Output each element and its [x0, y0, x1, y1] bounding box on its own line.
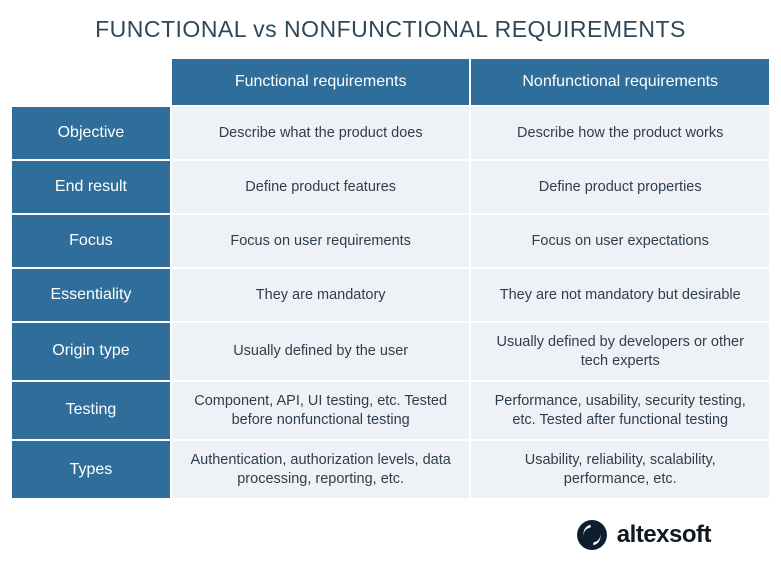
altexsoft-logo-text: altexsoft	[617, 521, 711, 549]
table-row-testing: Testing Component, API, UI testing, etc.…	[11, 381, 770, 440]
cell-origin-type-nonfunctional: Usually defined by developers or other t…	[470, 322, 770, 381]
table-row-essentiality: Essentiality They are mandatory They are…	[11, 268, 770, 322]
row-label-end-result: End result	[11, 160, 171, 214]
cell-focus-functional: Focus on user requirements	[171, 214, 471, 268]
cell-testing-nonfunctional: Performance, usability, security testing…	[470, 381, 770, 440]
row-label-types: Types	[11, 440, 171, 499]
table-row-origin-type: Origin type Usually defined by the user …	[11, 322, 770, 381]
table-header-nonfunctional: Nonfunctional requirements	[470, 58, 770, 106]
table-header-row: Functional requirements Nonfunctional re…	[11, 58, 770, 106]
cell-objective-functional: Describe what the product does	[171, 106, 471, 160]
page-title: FUNCTIONAL vs NONFUNCTIONAL REQUIREMENTS	[10, 16, 771, 43]
row-label-essentiality: Essentiality	[11, 268, 171, 322]
table-row-end-result: End result Define product features Defin…	[11, 160, 770, 214]
table-row-objective: Objective Describe what the product does…	[11, 106, 770, 160]
cell-objective-nonfunctional: Describe how the product works	[470, 106, 770, 160]
cell-essentiality-functional: They are mandatory	[171, 268, 471, 322]
row-label-testing: Testing	[11, 381, 171, 440]
row-label-focus: Focus	[11, 214, 171, 268]
cell-types-nonfunctional: Usability, reliability, scalability, per…	[470, 440, 770, 499]
table-row-types: Types Authentication, authorization leve…	[11, 440, 770, 499]
cell-origin-type-functional: Usually defined by the user	[171, 322, 471, 381]
table-header-functional: Functional requirements	[171, 58, 471, 106]
cell-essentiality-nonfunctional: They are not mandatory but desirable	[470, 268, 770, 322]
comparison-table: Functional requirements Nonfunctional re…	[10, 57, 771, 500]
table-row-focus: Focus Focus on user requirements Focus o…	[11, 214, 770, 268]
cell-testing-functional: Component, API, UI testing, etc. Tested …	[171, 381, 471, 440]
row-label-origin-type: Origin type	[11, 322, 171, 381]
cell-types-functional: Authentication, authorization levels, da…	[171, 440, 471, 499]
table-corner-empty	[11, 58, 171, 106]
row-label-objective: Objective	[11, 106, 171, 160]
altexsoft-logo-icon	[575, 518, 609, 552]
cell-end-result-functional: Define product features	[171, 160, 471, 214]
cell-end-result-nonfunctional: Define product properties	[470, 160, 770, 214]
cell-focus-nonfunctional: Focus on user expectations	[470, 214, 770, 268]
logo: altexsoft	[10, 518, 771, 552]
